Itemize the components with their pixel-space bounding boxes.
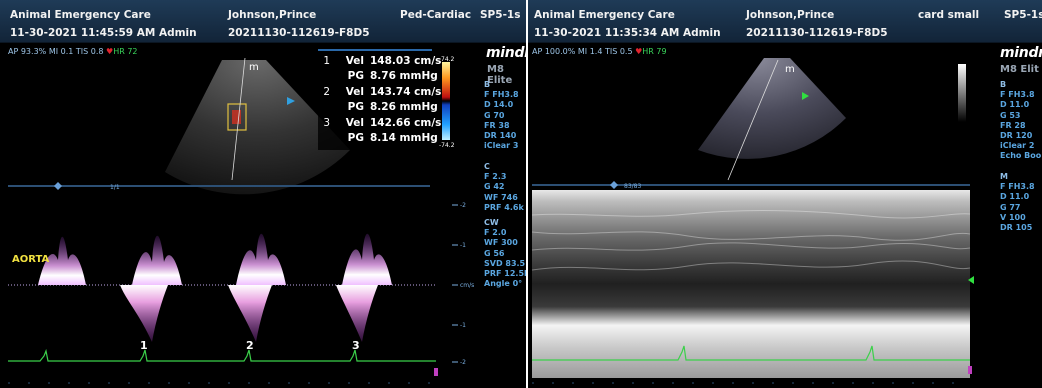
colorbar-top-label: 74.2: [441, 56, 455, 63]
cycle-label-1: 1: [140, 339, 148, 352]
left-datetime: 11-30-2021 11:45:59 AM Admin: [10, 27, 197, 39]
doppler-cycle-1-upper: [38, 236, 86, 285]
right-orientation-marker: m: [785, 64, 795, 75]
color-flow: [232, 110, 241, 124]
right-preset: card small: [918, 9, 980, 21]
doppler-cycle-2-upper: [132, 235, 182, 285]
measurement-row-2-vel: 2 Vel 143.74 cm/s: [323, 86, 442, 98]
measurement-row-1-vel: 1 Vel 148.03 cm/s: [323, 55, 442, 67]
right-timeline-marker-icon: [610, 181, 618, 189]
scale-label-upper: -1: [460, 242, 466, 249]
right-ecg-trace: [532, 345, 970, 361]
right-sweep-marker: [968, 366, 972, 374]
right-ultrasound-panel: Animal Emergency Care Johnson,Prince car…: [528, 0, 1042, 388]
right-header-bar: Animal Emergency Care Johnson,Prince car…: [528, 0, 1042, 43]
doppler-cycle-3-lower: [336, 285, 378, 342]
measurement-box: 1 Vel 148.03 cm/s PG 8.76 mmHg 2 Vel 143.74 c…: [318, 49, 441, 150]
velocity-scale: [452, 204, 458, 363]
m-mode-image: [532, 190, 970, 378]
left-timeline-label: 1/1: [110, 184, 120, 191]
left-brand-logo: mindra: [486, 45, 526, 61]
right-ap: AP 100.0%: [532, 47, 576, 56]
cycle-label-3: 3: [352, 339, 360, 352]
right-imaging-canvas: m 83/83: [531, 58, 974, 384]
right-focus-marker-icon: [802, 92, 809, 100]
m-mode-depth-marker-icon: [968, 276, 974, 284]
scale-label-lower: -1: [460, 322, 466, 329]
right-brand-logo: mindr: [1000, 45, 1042, 61]
right-probe: SP5-1s: [1004, 9, 1042, 21]
right-status-line: AP 100.0% MI 1.4 TIS 0.5 ♥HR 79: [532, 47, 667, 56]
scale-label-top: -2: [460, 202, 466, 209]
timeline-marker-icon: [54, 182, 62, 190]
color-scale-bar: [442, 62, 450, 140]
aorta-label: AORTA: [12, 254, 50, 265]
measurement-row-3-pg: PG 8.14 mmHg: [347, 132, 438, 144]
left-probe: SP5-1s: [480, 9, 521, 21]
right-tis: TIS 0.5: [604, 47, 633, 56]
right-sector-image: [698, 58, 846, 159]
doppler-cycle-3-upper: [236, 233, 286, 285]
gray-scale-bar: [958, 64, 966, 122]
probe-orientation-marker: m: [249, 62, 259, 73]
measurement-row-1-pg: PG 8.76 mmHg: [347, 70, 438, 82]
left-clinic-name: Animal Emergency Care: [10, 9, 151, 21]
left-tis: TIS 0.8: [75, 47, 104, 56]
right-mi: MI 1.4: [577, 47, 603, 56]
left-sector-image: [165, 60, 350, 195]
left-hr: HR 72: [113, 47, 138, 56]
left-sweep-marker: [434, 368, 438, 376]
right-model-name: M8 Elit: [1000, 64, 1039, 75]
heart-icon: ♥: [106, 47, 114, 56]
m-mode-tissue-lines: [531, 209, 971, 271]
left-cw-params: CW F 2.0 WF 300 G 56 SVD 83.5 PRF 12.5k Angle …: [484, 218, 526, 289]
left-mi: MI 0.1: [48, 47, 74, 56]
right-hr: HR 79: [642, 47, 667, 56]
left-exam-id: 20211130-112619-F8D5: [228, 27, 370, 39]
right-patient-name: Johnson,Prince: [746, 9, 835, 21]
doppler-cycle-1-lower: [120, 285, 168, 342]
left-preset: Ped-Cardiac: [400, 9, 472, 21]
right-exam-id: 20211130-112619-F8D5: [746, 27, 888, 39]
left-ultrasound-panel: Animal Emergency Care Johnson,Prince Ped…: [0, 0, 526, 388]
cw-cursor-line: [231, 57, 246, 181]
doppler-cycle-4-upper: [342, 233, 392, 285]
right-timeline-label: 83/83: [624, 183, 641, 190]
scale-label-bottom: -2: [460, 359, 466, 366]
measurement-row-2-pg: PG 8.26 mmHg: [347, 101, 438, 113]
doppler-cycle-2-lower: [228, 285, 272, 342]
scale-unit: cm/s: [460, 282, 474, 289]
cycle-label-2: 2: [246, 339, 254, 352]
right-clinic-name: Animal Emergency Care: [534, 9, 675, 21]
left-model-name: M8 Elite: [487, 64, 513, 86]
left-ecg-trace: [8, 348, 436, 362]
measurement-row-3-vel: 3 Vel 142.66 cm/s: [323, 117, 442, 129]
focus-marker-icon: [287, 97, 295, 105]
left-status-line: AP 93.3% MI 0.1 TIS 0.8 ♥HR 72: [8, 47, 138, 56]
doppler-spectrum: [38, 233, 392, 342]
heart-icon: ♥: [635, 47, 643, 56]
right-datetime: 11-30-2021 11:35:34 AM Admin: [534, 27, 721, 39]
left-imaging-canvas: m 1/1: [8, 57, 474, 384]
left-ap: AP 93.3%: [8, 47, 47, 56]
left-header-bar: Animal Emergency Care Johnson,Prince Ped…: [0, 0, 526, 43]
left-patient-name: Johnson,Prince: [228, 9, 317, 21]
m-mode-cursor-line: [727, 59, 779, 181]
colorbar-bottom-label: -74.2: [439, 142, 455, 149]
